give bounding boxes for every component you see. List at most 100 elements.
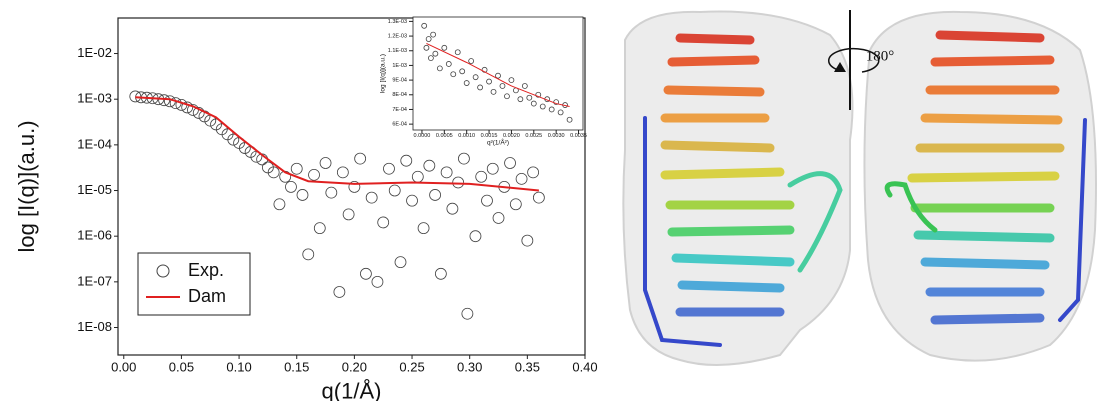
x-tick-label: 0.30 xyxy=(457,359,482,374)
data-point xyxy=(539,103,546,110)
data-point xyxy=(336,166,349,179)
data-point xyxy=(360,267,372,280)
data-point xyxy=(486,78,492,85)
fit-line xyxy=(135,96,539,192)
data-point xyxy=(406,194,418,207)
x-tick-label: 0.15 xyxy=(284,359,309,374)
data-point xyxy=(521,234,534,247)
data-point xyxy=(325,186,338,199)
data-point xyxy=(526,94,533,101)
y-tick-label: 8E-04 xyxy=(392,92,407,98)
data-point xyxy=(302,248,315,261)
data-point xyxy=(472,74,479,81)
data-point xyxy=(461,307,474,320)
data-point xyxy=(459,68,466,75)
data-point xyxy=(468,58,475,64)
legend-label: Dam xyxy=(188,286,226,306)
data-point xyxy=(535,91,542,98)
x-tick-label: 0.0000 xyxy=(414,133,431,139)
ribbons xyxy=(643,33,843,347)
data-point xyxy=(290,162,303,175)
data-point xyxy=(450,71,457,78)
data-point xyxy=(365,191,378,204)
x-tick-label: 0.0010 xyxy=(458,133,475,139)
x-tick-label: 0.0030 xyxy=(548,133,565,139)
data-point xyxy=(441,44,448,51)
y-tick-label: 1E-03 xyxy=(77,91,112,106)
rotation-arrow xyxy=(828,47,880,73)
data-point xyxy=(432,50,439,57)
data-point xyxy=(446,202,459,215)
data-point xyxy=(227,133,240,146)
data-point xyxy=(566,116,573,123)
ribbons xyxy=(884,30,1087,325)
y-tick-label: 9E-04 xyxy=(392,78,407,84)
x-tick-label: 0.05 xyxy=(169,359,194,374)
y-tick-label: 1E-06 xyxy=(77,228,112,243)
data-point xyxy=(434,267,447,280)
rotation-indicator: 180° xyxy=(828,10,895,110)
data-point xyxy=(445,61,452,67)
data-point xyxy=(427,55,434,61)
y-tick-label: 1E-05 xyxy=(77,182,112,197)
y-tick-label: 1E-02 xyxy=(77,45,112,60)
data-point xyxy=(354,152,367,165)
data-point xyxy=(463,80,470,86)
y-tick-label: 1E-03 xyxy=(392,63,407,69)
data-point xyxy=(129,90,142,103)
structure-right xyxy=(863,10,1097,362)
data-point xyxy=(342,208,355,221)
x-tick-label: 0.0025 xyxy=(525,133,542,139)
data-point xyxy=(348,181,361,193)
y-tick-label: 1E-07 xyxy=(77,273,112,288)
data-point xyxy=(486,162,499,175)
data-point xyxy=(469,230,482,243)
x-tick-label: 0.10 xyxy=(226,359,251,374)
y-tick-label: 7E-04 xyxy=(392,107,407,113)
envelope xyxy=(622,10,854,366)
x-axis-label: q²(1/Å²) xyxy=(487,137,509,146)
data-point xyxy=(440,166,453,179)
y-tick-label: 1E-04 xyxy=(77,136,112,151)
data-point xyxy=(532,191,545,204)
data-point xyxy=(400,154,413,167)
data-point xyxy=(481,194,493,207)
fit-line xyxy=(426,42,570,108)
data-point xyxy=(158,94,171,107)
data-point xyxy=(423,159,436,172)
data-point xyxy=(521,83,528,89)
data-point xyxy=(394,256,407,269)
data-point xyxy=(458,152,470,165)
y-tick-label: 6E-04 xyxy=(392,122,407,128)
data-point xyxy=(509,198,522,211)
data-point xyxy=(557,109,564,116)
plot: 0.0000 0.0005 0.0010 0.0015 0.0020 0.0025 0.00… xyxy=(380,16,587,146)
y-tick-label: 1.1E-03 xyxy=(388,48,407,54)
envelope xyxy=(863,10,1097,362)
x-tick-label: 0.00 xyxy=(111,359,136,374)
y-tick-label: 1.3E-03 xyxy=(388,19,407,25)
x-tick-label: 0.0035 xyxy=(570,133,587,139)
data-point xyxy=(527,166,540,179)
rotation-label: 180° xyxy=(866,48,895,64)
y-axis-label: log [I(q)](a.u.) xyxy=(14,120,39,252)
data-point xyxy=(425,36,432,42)
arrow-head xyxy=(834,62,846,72)
x-tick-label: 0.25 xyxy=(399,359,424,374)
data-point xyxy=(388,184,401,197)
data-point xyxy=(313,222,326,235)
data-point xyxy=(296,189,309,201)
data-point xyxy=(319,157,332,169)
legend-box xyxy=(137,252,251,316)
data-point xyxy=(548,106,555,113)
structure-left xyxy=(622,10,854,366)
legend: Exp. Dam xyxy=(137,252,251,316)
x-tick-label: 0.35 xyxy=(515,359,540,374)
data-point xyxy=(504,93,510,100)
data-point xyxy=(454,49,461,56)
data-point xyxy=(308,168,320,181)
y-tick-label: 1E-08 xyxy=(77,319,112,334)
legend-swatch xyxy=(156,264,170,278)
data-point xyxy=(383,162,395,175)
